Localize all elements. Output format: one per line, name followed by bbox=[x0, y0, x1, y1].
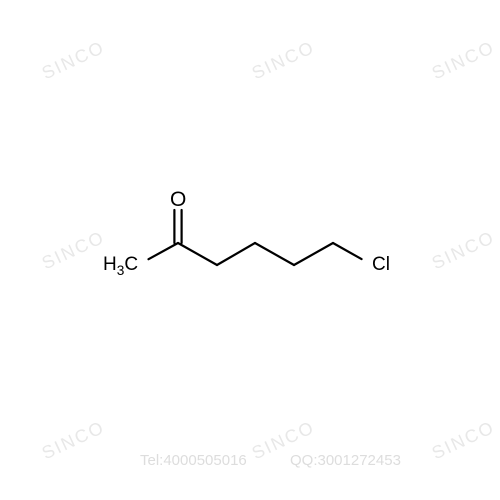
atom-label-C1_methyl: H3C bbox=[103, 254, 138, 276]
footer-text-0: Tel:4000505016 bbox=[140, 452, 247, 469]
figure-canvas: { "canvas": { "width": 500, "height": 50… bbox=[0, 0, 500, 500]
footer-text-1: QQ:3001272453 bbox=[290, 452, 401, 469]
atom-label-Cl: Cl bbox=[372, 254, 390, 276]
atom-label-O: O bbox=[170, 188, 186, 212]
